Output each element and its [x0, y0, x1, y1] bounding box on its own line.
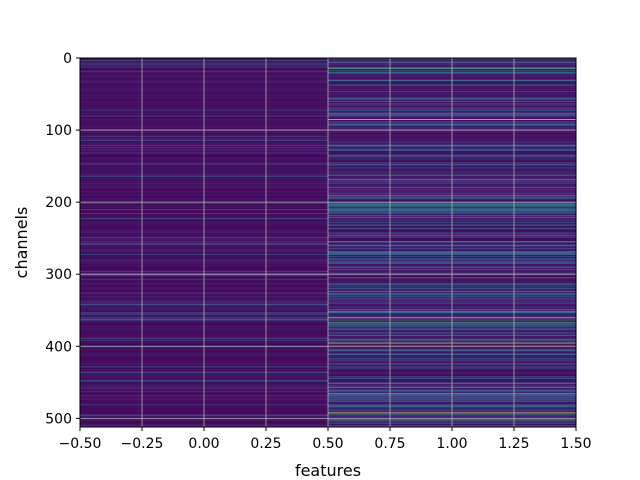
x-tick-label: 0.00	[188, 436, 219, 452]
x-axis-ticks: −0.50 −0.25 0.00 0.25 0.50 0.75 1.00 1.25 1.50	[59, 427, 592, 452]
x-tick-label: 0.50	[312, 436, 343, 452]
y-tick-label: 500	[45, 411, 72, 427]
x-tick-label: 1.25	[498, 436, 529, 452]
y-tick-label: 400	[45, 339, 72, 355]
y-tick-label: 0	[63, 51, 72, 67]
x-tick-label: −0.25	[121, 436, 164, 452]
x-tick-label: 1.00	[436, 436, 467, 452]
y-axis-ticks: 0 100 200 300 400 500	[45, 51, 80, 427]
x-tick-label: −0.50	[59, 436, 102, 452]
y-tick-label: 100	[45, 123, 72, 139]
x-tick-label: 0.75	[374, 436, 405, 452]
x-axis-label: features	[295, 461, 361, 480]
y-tick-label: 200	[45, 195, 72, 211]
x-tick-label: 1.50	[560, 436, 591, 452]
x-tick-label: 0.25	[250, 436, 281, 452]
y-axis-label: channels	[12, 207, 31, 279]
y-tick-label: 300	[45, 267, 72, 283]
